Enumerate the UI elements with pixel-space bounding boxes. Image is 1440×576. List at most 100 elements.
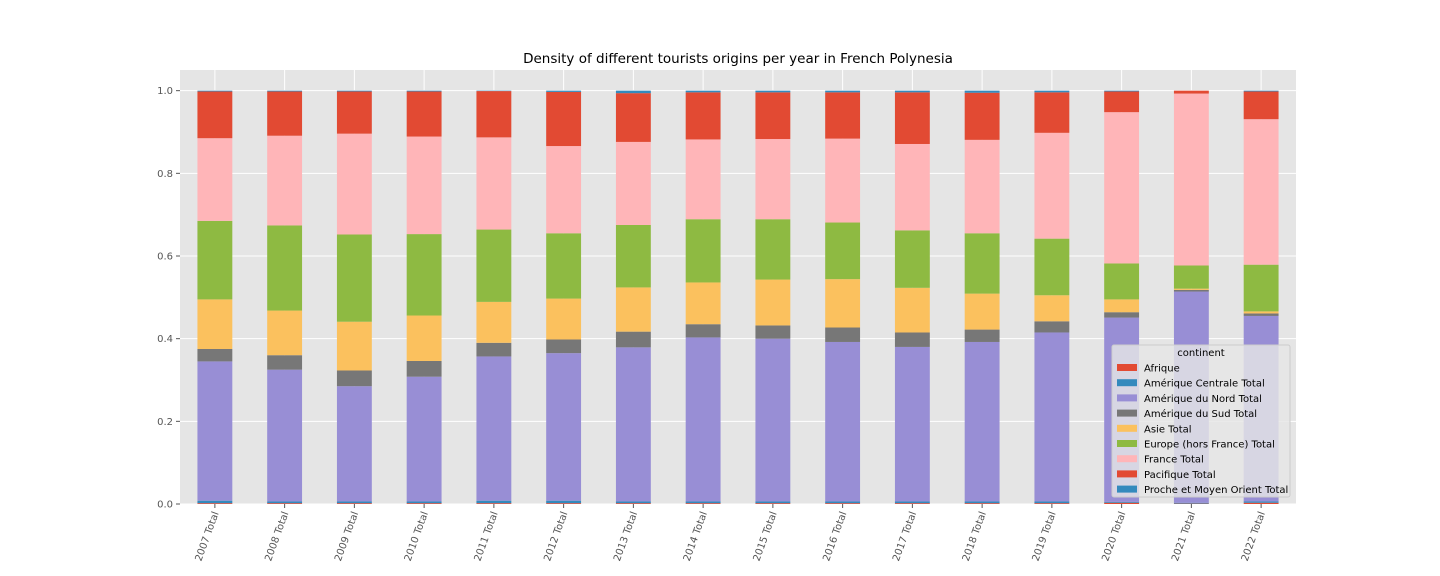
- legend-label: Pacifique Total: [1144, 470, 1216, 481]
- bar-segment: [406, 91, 442, 137]
- legend-item: Europe (hors France) Total: [1117, 440, 1275, 451]
- legend-item: Amérique du Nord Total: [1117, 393, 1262, 405]
- y-axis: 0.0 0.2 0.4 0.6 0.8 1.0: [157, 86, 180, 511]
- bar-segment: [476, 500, 512, 504]
- legend-label: Amérique Centrale Total: [1144, 378, 1265, 390]
- bar-segment: [1243, 264, 1279, 312]
- bar-segment: [825, 341, 861, 502]
- bar-segment: [755, 219, 791, 280]
- bar-segment: [825, 327, 861, 342]
- legend-items: Afrique Amérique Centrale Total Amérique d…: [1117, 364, 1288, 496]
- bar-segment: [755, 279, 791, 326]
- bar-stack: [1034, 90, 1070, 504]
- bar-segment: [1243, 90, 1279, 92]
- bar-segment: [825, 279, 861, 328]
- bar-segment: [755, 325, 791, 339]
- bar-segment: [685, 324, 721, 338]
- bar-segment: [1104, 312, 1140, 318]
- bar-segment: [267, 310, 303, 356]
- bar-segment: [197, 138, 233, 221]
- bar-segment: [894, 332, 930, 347]
- bar-segment: [267, 90, 303, 92]
- bar-segment: [1173, 90, 1209, 94]
- bar-segment: [825, 501, 861, 504]
- bar-stack: [894, 90, 930, 504]
- bar-segment: [755, 92, 791, 140]
- legend-item: France Total: [1117, 455, 1204, 466]
- bar-segment: [615, 93, 651, 142]
- legend-swatch: [1117, 485, 1137, 493]
- bar-segment: [197, 91, 233, 139]
- bar-segment: [1104, 263, 1140, 300]
- legend-swatch: [1117, 470, 1137, 478]
- bar-segment: [685, 90, 721, 93]
- bar-segment: [685, 282, 721, 325]
- bar-segment: [267, 135, 303, 226]
- bar-segment: [825, 92, 861, 139]
- bar-segment: [546, 339, 582, 354]
- bar-segment: [336, 91, 372, 134]
- legend-item: Amérique du Sud Total: [1117, 408, 1257, 420]
- bar-stack: [197, 90, 233, 504]
- bar-segment: [1243, 501, 1279, 503]
- bar-segment: [1243, 91, 1279, 120]
- y-tick-label: 0.2: [157, 417, 173, 428]
- bar-segment: [336, 501, 372, 504]
- bar-segment: [197, 500, 233, 504]
- bar-segment: [755, 338, 791, 502]
- legend-box: [1111, 344, 1291, 498]
- bar-segment: [894, 230, 930, 288]
- bar-segment: [336, 90, 372, 92]
- bar-segment: [615, 501, 651, 504]
- bar-segment: [476, 356, 512, 501]
- bar-segment: [1173, 288, 1209, 290]
- bar-segment: [685, 337, 721, 502]
- bar-segment: [406, 234, 442, 316]
- bar-segment: [894, 143, 930, 231]
- bar-segment: [1034, 332, 1070, 502]
- bar-segment: [406, 360, 442, 377]
- bar-segment: [1034, 503, 1070, 504]
- bar-segment: [1173, 265, 1209, 289]
- bar-stack: [267, 90, 303, 504]
- bar-stack: [615, 90, 651, 504]
- bar-segment: [546, 233, 582, 299]
- bar-segment: [1173, 93, 1209, 266]
- bar-segment: [825, 90, 861, 93]
- bar-segment: [1104, 90, 1140, 92]
- bar-segment: [964, 92, 1000, 140]
- bar-segment: [1034, 501, 1070, 504]
- legend-label: Proche et Moyen Orient Total: [1144, 485, 1288, 496]
- legend-item: Pacifique Total: [1117, 470, 1216, 481]
- legend-label: Amérique du Sud Total: [1144, 408, 1257, 420]
- bar-segment: [546, 91, 582, 147]
- bar-segment: [546, 298, 582, 340]
- legend-label: Amérique du Nord Total: [1144, 393, 1262, 405]
- bar-segment: [406, 376, 442, 502]
- bar-segment: [197, 90, 233, 92]
- bar-segment: [336, 234, 372, 322]
- bar-segment: [197, 361, 233, 501]
- y-tick-label: 0.8: [157, 169, 173, 180]
- bar-segment: [406, 136, 442, 235]
- legend-title: continent: [1177, 348, 1224, 359]
- bar-segment: [1173, 502, 1209, 504]
- bar-stack: [755, 90, 791, 504]
- legend-item: Proche et Moyen Orient Total: [1117, 485, 1288, 496]
- bar-segment: [267, 503, 303, 504]
- legend-label: Europe (hors France) Total: [1144, 440, 1275, 451]
- bar-segment: [1034, 90, 1070, 93]
- legend-swatch: [1117, 424, 1137, 432]
- bar-segment: [755, 501, 791, 504]
- bar-segment: [336, 133, 372, 235]
- bar-segment: [336, 321, 372, 371]
- bar-segment: [1034, 295, 1070, 322]
- legend-swatch: [1117, 379, 1137, 387]
- bar-stack: [546, 90, 582, 504]
- bar-segment: [964, 139, 1000, 234]
- y-tick-label: 1.0: [157, 86, 173, 97]
- bar-segment: [267, 369, 303, 502]
- y-tick-label: 0.4: [157, 334, 173, 345]
- bar-stack: [476, 90, 512, 504]
- bar-segment: [964, 503, 1000, 504]
